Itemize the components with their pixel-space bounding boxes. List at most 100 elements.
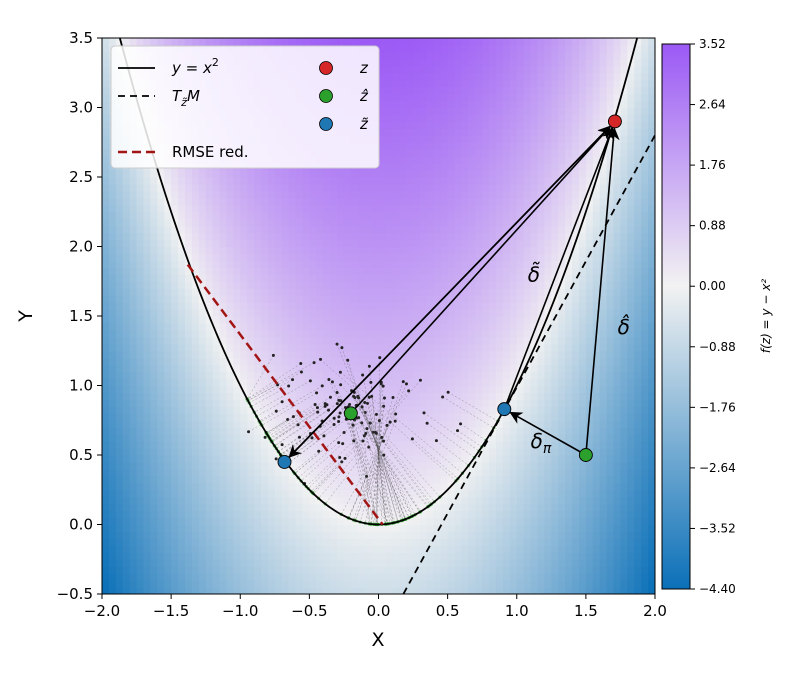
heatmap-cell xyxy=(226,197,234,206)
heatmap-cell xyxy=(399,357,407,366)
heatmap-cell xyxy=(413,183,421,192)
heatmap-cell xyxy=(502,538,511,546)
heatmap-cell xyxy=(143,587,151,594)
heatmap-cell xyxy=(191,260,200,268)
heatmap-cell xyxy=(433,135,442,143)
heatmap-cell xyxy=(171,489,179,498)
heatmap-cell xyxy=(254,177,262,185)
heatmap-cell xyxy=(461,281,469,289)
heatmap-cell xyxy=(184,552,193,560)
heatmap-cell xyxy=(136,204,145,213)
heatmap-cell xyxy=(233,329,241,338)
heatmap-cell xyxy=(212,38,221,46)
heatmap-cell xyxy=(468,260,476,268)
heatmap-cell xyxy=(260,170,269,178)
heatmap-cell xyxy=(343,309,352,317)
heatmap-cell xyxy=(102,246,110,255)
heatmap-cell xyxy=(129,322,138,331)
heatmap-cell xyxy=(496,385,504,394)
heatmap-cell xyxy=(136,183,145,192)
heatmap-cell xyxy=(302,309,310,317)
heatmap-cell xyxy=(371,385,380,394)
heatmap-cell xyxy=(115,357,124,366)
heatmap-cell xyxy=(281,587,290,594)
heatmap-cell xyxy=(440,302,449,310)
heatmap-cell xyxy=(295,524,304,533)
heatmap-cell xyxy=(419,170,428,178)
heatmap-cell xyxy=(157,197,165,206)
heatmap-cell xyxy=(350,420,359,428)
heatmap-cell xyxy=(392,482,400,491)
heatmap-cell xyxy=(288,406,297,414)
heatmap-cell xyxy=(482,378,490,387)
heatmap-cell xyxy=(108,482,117,491)
heatmap-cell xyxy=(122,427,131,435)
heatmap-cell xyxy=(468,211,476,220)
heatmap-cell xyxy=(337,552,345,560)
heatmap-cell xyxy=(295,316,304,324)
heatmap-cell xyxy=(406,427,414,435)
heatmap-cell xyxy=(198,559,207,567)
heatmap-cell xyxy=(178,573,186,581)
heatmap-cell xyxy=(198,531,207,539)
heatmap-cell xyxy=(129,288,138,296)
heatmap-cell xyxy=(330,378,338,387)
heatmap-cell xyxy=(254,281,262,289)
heatmap-cell xyxy=(482,489,490,498)
heatmap-cell xyxy=(191,211,200,220)
heatmap-cell xyxy=(219,246,228,255)
heatmap-cell xyxy=(212,232,221,241)
heatmap-cell xyxy=(468,329,476,338)
heatmap-cell xyxy=(406,93,414,102)
heatmap-cell xyxy=(233,183,241,192)
heatmap-cell xyxy=(516,135,525,143)
heatmap-cell xyxy=(440,274,449,282)
heatmap-cell xyxy=(115,587,124,594)
heatmap-cell xyxy=(115,545,124,553)
heatmap-cell xyxy=(281,322,290,331)
heatmap-cell xyxy=(392,357,400,366)
heatmap-cell xyxy=(523,524,532,533)
heatmap-cell xyxy=(392,336,400,345)
heatmap-cell xyxy=(502,142,511,150)
heatmap-cell xyxy=(247,183,255,192)
heatmap-cell xyxy=(433,142,442,150)
heatmap-cell xyxy=(523,100,532,109)
heatmap-cell xyxy=(205,336,214,345)
heatmap-cell xyxy=(288,329,297,338)
heatmap-cell xyxy=(205,225,214,234)
heatmap-cell xyxy=(212,580,221,588)
heatmap-cell xyxy=(496,357,504,366)
heatmap-cell xyxy=(108,177,117,185)
heatmap-cell xyxy=(406,461,414,470)
heatmap-cell xyxy=(178,461,186,470)
heatmap-cell xyxy=(323,218,331,227)
heatmap-cell xyxy=(302,461,310,470)
heatmap-cell xyxy=(482,316,490,324)
heatmap-cell xyxy=(102,170,110,178)
heatmap-cell xyxy=(461,267,469,275)
heatmap-cell xyxy=(413,128,421,136)
heatmap-cell xyxy=(233,197,241,206)
heatmap-cell xyxy=(254,309,262,317)
heatmap-cell xyxy=(482,107,490,116)
heatmap-cell xyxy=(454,93,463,102)
heatmap-cell xyxy=(316,468,324,477)
heatmap-cell xyxy=(426,135,435,143)
heatmap-cell xyxy=(260,413,269,421)
heatmap-cell xyxy=(295,343,304,352)
heatmap-cell xyxy=(226,552,234,560)
heatmap-cell xyxy=(364,364,373,373)
heatmap-cell xyxy=(157,329,165,338)
heatmap-cell xyxy=(426,343,435,352)
heatmap-cell xyxy=(184,468,193,477)
heatmap-cell xyxy=(447,309,456,317)
heatmap-cell xyxy=(281,524,290,533)
heatmap-cell xyxy=(454,329,463,338)
heatmap-cell xyxy=(288,489,297,498)
heatmap-cell xyxy=(302,267,310,275)
heatmap-cell xyxy=(136,267,145,275)
heatmap-cell xyxy=(178,406,186,414)
heatmap-cell xyxy=(454,121,463,129)
heatmap-cell xyxy=(102,114,110,122)
